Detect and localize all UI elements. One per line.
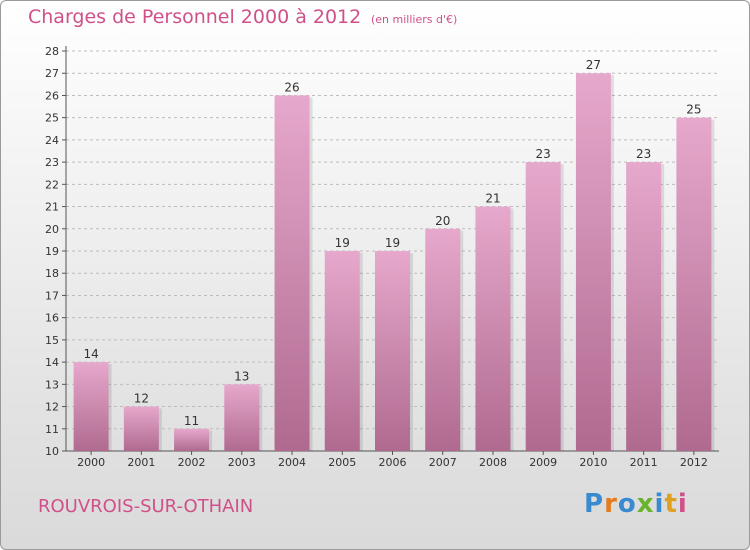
bar <box>123 406 159 451</box>
bar <box>525 162 561 451</box>
x-tick-label: 2003 <box>228 456 256 469</box>
data-label: 25 <box>686 103 701 117</box>
bar <box>274 95 310 451</box>
bar <box>575 73 611 451</box>
x-tick-label: 2002 <box>178 456 206 469</box>
logo-letter: P <box>584 489 605 519</box>
y-tick-label: 17 <box>45 289 59 302</box>
proxiti-logo[interactable]: Proxiti <box>584 489 688 519</box>
y-tick-label: 25 <box>45 112 59 125</box>
logo-letter: o <box>617 489 637 519</box>
y-tick-label: 24 <box>45 134 59 147</box>
x-tick-label: 2011 <box>630 456 658 469</box>
data-label: 12 <box>134 392 149 406</box>
bar <box>475 206 511 451</box>
y-tick-label: 14 <box>45 356 59 369</box>
data-label: 13 <box>234 369 249 383</box>
y-tick-label: 27 <box>45 67 59 80</box>
bar <box>676 117 712 452</box>
y-tick-label: 28 <box>45 45 59 58</box>
chart-subtitle: (en milliers d'€) <box>371 13 458 26</box>
bar <box>626 162 662 451</box>
y-tick-label: 22 <box>45 178 59 191</box>
x-tick-label: 2012 <box>680 456 708 469</box>
x-tick-label: 2000 <box>77 456 105 469</box>
x-tick-label: 2005 <box>328 456 356 469</box>
bar <box>324 251 360 451</box>
y-tick-label: 26 <box>45 89 59 102</box>
chart-title: Charges de Personnel 2000 à 2012 <box>28 6 362 28</box>
y-tick-label: 16 <box>45 312 59 325</box>
place-name: ROUVROIS-SUR-OTHAIN <box>38 496 254 517</box>
y-tick-label: 15 <box>45 334 59 347</box>
data-label: 26 <box>284 80 299 94</box>
x-tick-label: 2007 <box>429 456 457 469</box>
y-tick-label: 13 <box>45 378 59 391</box>
bar <box>73 362 109 451</box>
data-label: 23 <box>636 147 651 161</box>
data-label: 11 <box>184 414 199 428</box>
data-label: 27 <box>586 58 601 72</box>
bar <box>224 384 260 451</box>
logo-letter: x <box>636 489 655 519</box>
data-label: 21 <box>485 192 500 206</box>
logo-letter: r <box>604 489 618 519</box>
x-tick-label: 2010 <box>579 456 607 469</box>
x-tick-label: 2001 <box>127 456 155 469</box>
y-tick-label: 11 <box>45 423 59 436</box>
y-tick-label: 23 <box>45 156 59 169</box>
y-tick-label: 10 <box>45 445 59 458</box>
data-label: 20 <box>435 214 450 228</box>
x-tick-label: 2009 <box>529 456 557 469</box>
data-label: 19 <box>335 236 350 250</box>
logo-letter: i <box>654 489 665 519</box>
y-tick-label: 20 <box>45 223 59 236</box>
data-label: 14 <box>83 347 98 361</box>
bar <box>174 428 210 451</box>
y-tick-label: 21 <box>45 201 59 214</box>
bar <box>425 228 461 451</box>
data-label: 23 <box>536 147 551 161</box>
logo-letter: i <box>677 489 688 519</box>
x-tick-label: 2006 <box>379 456 407 469</box>
y-tick-label: 19 <box>45 245 59 258</box>
logo-letter: t <box>664 489 678 519</box>
x-tick-label: 2008 <box>479 456 507 469</box>
bar <box>375 251 410 451</box>
data-label: 19 <box>385 236 400 250</box>
y-tick-label: 18 <box>45 267 59 280</box>
y-tick-label: 12 <box>45 401 59 414</box>
x-tick-label: 2004 <box>278 456 306 469</box>
